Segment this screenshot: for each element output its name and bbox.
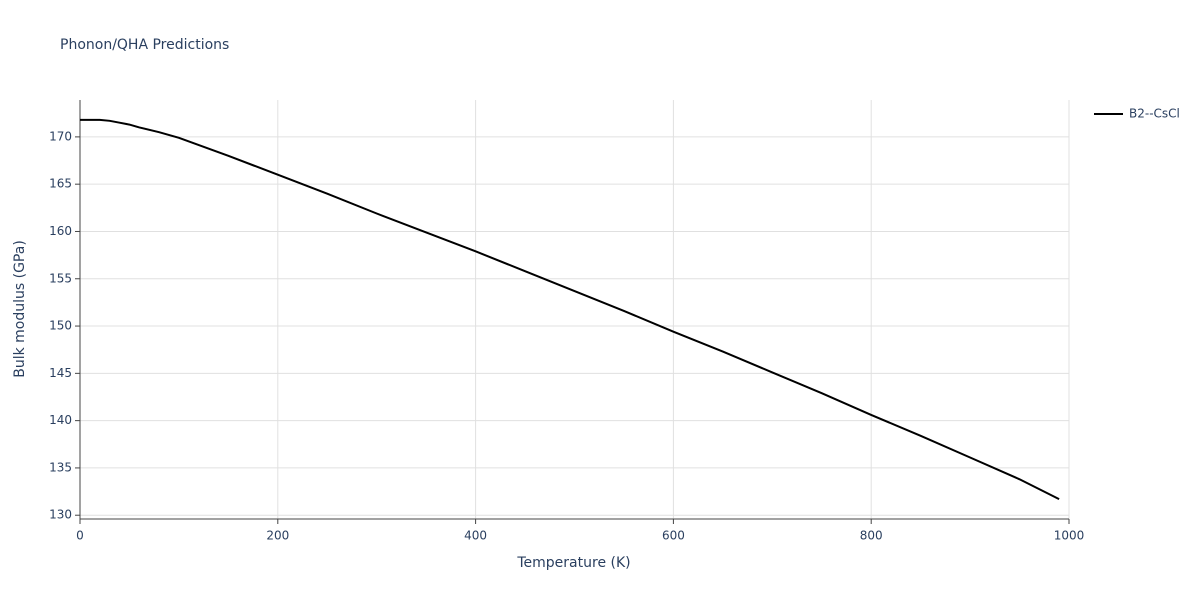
y-tick-label: 135: [49, 460, 72, 474]
y-tick-label: 145: [49, 366, 72, 380]
y-tick-label: 150: [49, 319, 72, 333]
chart-title: Phonon/QHA Predictions: [60, 37, 229, 53]
x-tick-label: 200: [266, 529, 289, 543]
y-tick-label: 130: [49, 508, 72, 522]
x-tick-label: 600: [662, 529, 685, 543]
line: [80, 118, 1060, 501]
y-tick-label: 165: [49, 177, 72, 191]
y-axis-label: Bulk modulus (GPa): [12, 240, 28, 378]
x-tick-label: 800: [860, 529, 883, 543]
legend-label: B2--CsCl: [1129, 107, 1180, 121]
x-tick-label: 1000: [1054, 529, 1085, 543]
y-tick-label: 155: [49, 271, 72, 285]
x-tick-label: 400: [464, 529, 487, 543]
y-tick-label: 170: [49, 129, 72, 143]
y-tick-label: 140: [49, 413, 72, 427]
x-tick-label: 0: [76, 529, 84, 543]
y-tick-label: 160: [49, 224, 72, 238]
x-axis-label: Temperature (K): [516, 555, 630, 571]
